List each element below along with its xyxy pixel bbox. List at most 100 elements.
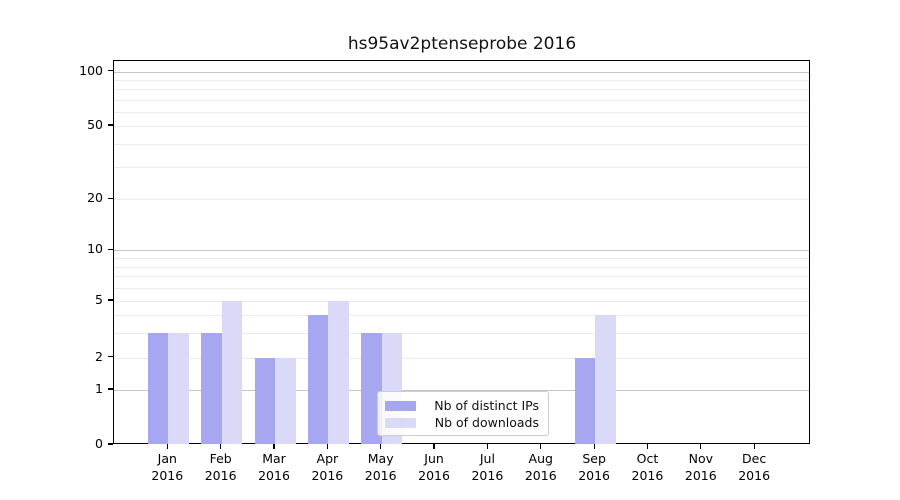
bar-distinct-ips-apr bbox=[307, 314, 329, 444]
bar-downloads-feb bbox=[221, 301, 243, 444]
bar-downloads-sep bbox=[595, 314, 616, 444]
year-label: 2016 bbox=[684, 468, 717, 483]
bar-downloads-mar bbox=[275, 357, 296, 444]
month-label: Feb bbox=[209, 451, 232, 466]
legend-row: Nb of downloads bbox=[385, 415, 539, 430]
minor-gridline bbox=[114, 314, 809, 316]
x-tick-mark bbox=[593, 444, 595, 449]
y-tick-mark bbox=[108, 248, 113, 250]
bar-distinct-ips-feb bbox=[201, 332, 222, 444]
bar-distinct-ips-may bbox=[361, 332, 382, 444]
x-tick-mark bbox=[753, 444, 755, 449]
gridline-y-1 bbox=[114, 390, 809, 391]
minor-gridline bbox=[114, 332, 809, 334]
x-tick-mark bbox=[380, 444, 382, 449]
year-label: 2016 bbox=[258, 468, 290, 483]
minor-gridline bbox=[114, 276, 809, 278]
legend-row: Nb of distinct IPs bbox=[385, 398, 539, 413]
minor-gridline bbox=[114, 143, 809, 145]
x-tick-label-apr: Apr 2016 bbox=[295, 450, 359, 484]
gridline-y-20 bbox=[114, 199, 809, 201]
year-label: 2016 bbox=[578, 468, 610, 483]
month-label: Nov bbox=[688, 451, 713, 466]
month-label: May bbox=[367, 451, 394, 466]
legend: Nb of distinct IPs Nb of downloads bbox=[377, 391, 549, 436]
x-tick-mark bbox=[700, 444, 702, 449]
minor-gridline bbox=[114, 99, 809, 101]
year-label: 2016 bbox=[311, 468, 344, 483]
year-label: 2016 bbox=[151, 468, 184, 483]
x-tick-mark bbox=[273, 444, 275, 449]
minor-gridline bbox=[114, 111, 809, 113]
x-tick-label-feb: Feb 2016 bbox=[189, 450, 253, 484]
chart-title: hs95av2ptenseprobe 2016 bbox=[347, 34, 577, 54]
bar-downloads-jan bbox=[168, 332, 189, 444]
x-tick-label-jun: Jun 2016 bbox=[402, 450, 466, 484]
month-label: Mar bbox=[262, 451, 286, 466]
bar-distinct-ips-sep bbox=[574, 357, 596, 444]
plot-area bbox=[113, 60, 810, 444]
y-tick-mark bbox=[108, 388, 113, 390]
minor-gridline bbox=[114, 89, 809, 91]
y-tick-label: 50 bbox=[87, 117, 103, 132]
x-tick-mark bbox=[326, 444, 328, 449]
bar-downloads-apr bbox=[328, 301, 349, 444]
x-tick-mark bbox=[433, 444, 435, 449]
legend-label: Nb of distinct IPs bbox=[434, 398, 539, 413]
gridline-y-5 bbox=[114, 301, 809, 302]
month-label: Oct bbox=[636, 451, 659, 466]
y-tick-label: 100 bbox=[79, 62, 103, 78]
x-tick-label-may: May 2016 bbox=[349, 450, 413, 484]
x-tick-mark bbox=[220, 444, 222, 449]
x-tick-mark bbox=[486, 444, 488, 449]
x-tick-label-mar: Mar 2016 bbox=[242, 450, 306, 484]
y-tick-mark bbox=[108, 70, 113, 72]
y-tick-label: 0 bbox=[95, 436, 103, 451]
y-tick-label: 20 bbox=[87, 190, 103, 206]
minor-gridline bbox=[114, 258, 809, 259]
gridline-y-100 bbox=[114, 71, 809, 73]
y-tick-mark bbox=[108, 299, 113, 301]
legend-swatch bbox=[385, 400, 416, 411]
y-tick-mark bbox=[108, 443, 113, 445]
y-tick-label: 10 bbox=[87, 241, 103, 257]
x-tick-mark bbox=[646, 444, 649, 449]
month-label: Jan bbox=[157, 451, 177, 466]
y-tick-mark bbox=[108, 356, 113, 358]
year-label: 2016 bbox=[364, 468, 397, 483]
y-tick-mark bbox=[108, 197, 113, 199]
minor-gridline bbox=[114, 287, 809, 289]
bar-distinct-ips-mar bbox=[254, 357, 275, 444]
month-label: Jul bbox=[479, 451, 495, 466]
x-tick-label-jul: Jul 2016 bbox=[455, 450, 519, 484]
month-label: Dec bbox=[742, 451, 767, 466]
month-label: Jun bbox=[424, 451, 444, 466]
month-label: Apr bbox=[316, 451, 339, 466]
minor-gridline bbox=[114, 266, 809, 268]
month-label: Sep bbox=[582, 451, 606, 466]
x-tick-label-oct: Oct 2016 bbox=[615, 450, 679, 484]
y-tick-mark bbox=[108, 124, 113, 126]
x-tick-label-aug: Aug 2016 bbox=[509, 450, 573, 484]
y-tick-label: 2 bbox=[95, 348, 103, 364]
gridline-y-50 bbox=[114, 126, 809, 127]
year-label: 2016 bbox=[524, 468, 557, 483]
minor-gridline bbox=[114, 166, 809, 168]
legend-swatch bbox=[385, 417, 416, 428]
y-tick-label: 1 bbox=[95, 381, 103, 396]
year-label: 2016 bbox=[631, 468, 664, 483]
gridline-y-2 bbox=[114, 357, 809, 359]
year-label: 2016 bbox=[738, 468, 771, 483]
gridline-y-10 bbox=[114, 250, 809, 252]
bar-distinct-ips-jan bbox=[147, 332, 169, 444]
year-label: 2016 bbox=[204, 468, 237, 483]
legend-label: Nb of downloads bbox=[434, 415, 539, 430]
year-label: 2016 bbox=[418, 468, 450, 483]
y-tick-label: 5 bbox=[95, 292, 103, 307]
x-tick-label-nov: Nov 2016 bbox=[669, 450, 733, 484]
x-tick-mark bbox=[540, 444, 542, 449]
x-tick-label-jan: Jan 2016 bbox=[135, 450, 199, 484]
x-tick-label-dec: Dec 2016 bbox=[722, 450, 786, 484]
x-tick-mark bbox=[166, 444, 168, 449]
